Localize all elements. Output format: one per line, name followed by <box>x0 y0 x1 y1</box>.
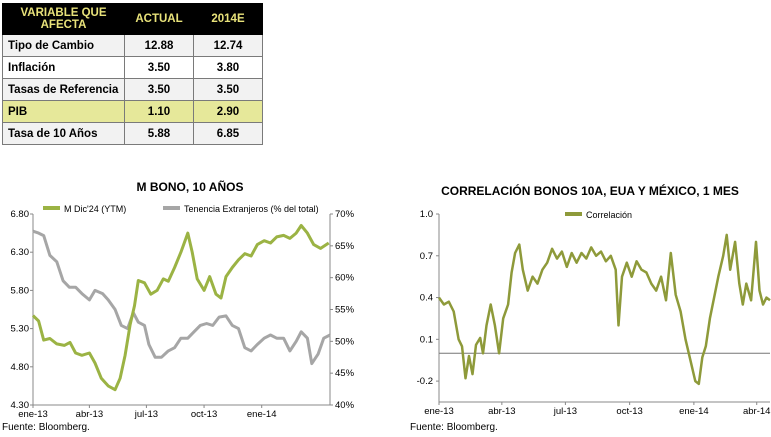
series-line-ytm <box>31 224 330 392</box>
y-tick-label: 0.7 <box>420 251 433 262</box>
x-tick-label: abr-14 <box>743 406 770 417</box>
row-label: Inflación <box>2 56 125 79</box>
row-actual: 12.88 <box>124 34 194 57</box>
row-estimate: 12.74 <box>193 34 263 57</box>
y-left-tick-label: 5.30 <box>11 324 30 335</box>
y-right-tick-label: 70% <box>335 209 355 220</box>
x-tick-label: ene-14 <box>679 406 709 417</box>
table-row: Tasa de 10 Años 5.88 6.85 <box>2 122 263 145</box>
chart2-source: Fuente: Bloomberg. <box>410 422 498 433</box>
y-left-tick-label: 6.80 <box>11 209 30 220</box>
table-header-row: VARIABLE QUE AFECTA ACTUAL 2014E <box>2 3 263 35</box>
y-right-tick-label: 65% <box>335 241 355 252</box>
row-estimate: 3.50 <box>193 78 263 101</box>
legend-label-ytm: M Dic'24 (YTM) <box>64 204 126 214</box>
chart2-title: CORRELACIÓN BONOS 10A, EUA Y MÉXICO, 1 M… <box>441 183 739 198</box>
y-left-tick-label: 4.30 <box>11 400 30 411</box>
y-right-tick-label: 40% <box>335 400 355 411</box>
chart1-source: Fuente: Bloomberg. <box>2 422 90 433</box>
y-right-tick-label: 60% <box>335 273 355 284</box>
header-actual: ACTUAL <box>124 3 194 35</box>
y-tick-label: 1.0 <box>420 209 433 220</box>
x-tick-label: jul-13 <box>134 409 158 420</box>
series-line-correlacion <box>437 233 771 386</box>
x-tick-label: oct-13 <box>616 406 642 417</box>
row-label: PIB <box>2 100 125 123</box>
x-tick-label: jul-13 <box>553 406 577 417</box>
y-left-tick-label: 4.80 <box>11 362 30 373</box>
table-row: Tasas de Referencia 3.50 3.50 <box>2 78 263 101</box>
y-left-tick-label: 5.80 <box>11 285 30 296</box>
header-variable: VARIABLE QUE AFECTA <box>2 3 125 35</box>
row-estimate: 3.80 <box>193 56 263 79</box>
y-right-tick-label: 50% <box>335 336 355 347</box>
legend-label-correlacion: Correlación <box>586 210 632 220</box>
y-tick-label: -0.2 <box>417 376 433 387</box>
table-row: Tipo de Cambio 12.88 12.74 <box>2 34 263 57</box>
table-row-highlight: PIB 1.10 2.90 <box>2 100 263 123</box>
x-tick-label: abr-13 <box>76 409 103 420</box>
chart1-title: M BONO, 10 AÑOS <box>137 179 244 194</box>
row-label: Tasa de 10 Años <box>2 122 125 145</box>
correlation-chart: CORRELACIÓN BONOS 10A, EUA Y MÉXICO, 1 M… <box>417 183 771 417</box>
x-tick-label: ene-14 <box>247 409 277 420</box>
y-left-tick-label: 6.30 <box>11 247 30 258</box>
row-actual: 5.88 <box>124 122 194 145</box>
mbono-chart: M BONO, 10 AÑOS M Dic'24 (YTM) Tenencia Ex… <box>11 179 355 420</box>
row-label: Tipo de Cambio <box>2 34 125 57</box>
row-estimate: 6.85 <box>193 122 263 145</box>
x-tick-label: ene-13 <box>424 406 454 417</box>
x-tick-label: oct-13 <box>191 409 217 420</box>
y-tick-label: 0.4 <box>420 293 433 304</box>
row-actual: 1.10 <box>124 100 194 123</box>
variables-table: VARIABLE QUE AFECTA ACTUAL 2014E Tipo de… <box>2 3 263 145</box>
y-right-tick-label: 45% <box>335 368 355 379</box>
row-label: Tasas de Referencia <box>2 78 125 101</box>
y-right-tick-label: 55% <box>335 305 355 316</box>
x-tick-label: ene-13 <box>18 409 48 420</box>
legend-label-tenencia: Tenencia Extranjeros (% del total) <box>184 204 319 214</box>
x-tick-label: abr-13 <box>488 406 515 417</box>
series-line-tenencia <box>32 229 331 366</box>
row-actual: 3.50 <box>124 56 194 79</box>
y-tick-label: 0.1 <box>420 334 433 345</box>
row-actual: 3.50 <box>124 78 194 101</box>
header-2014e: 2014E <box>193 3 263 35</box>
table-row: Inflación 3.50 3.80 <box>2 56 263 79</box>
row-estimate: 2.90 <box>193 100 263 123</box>
